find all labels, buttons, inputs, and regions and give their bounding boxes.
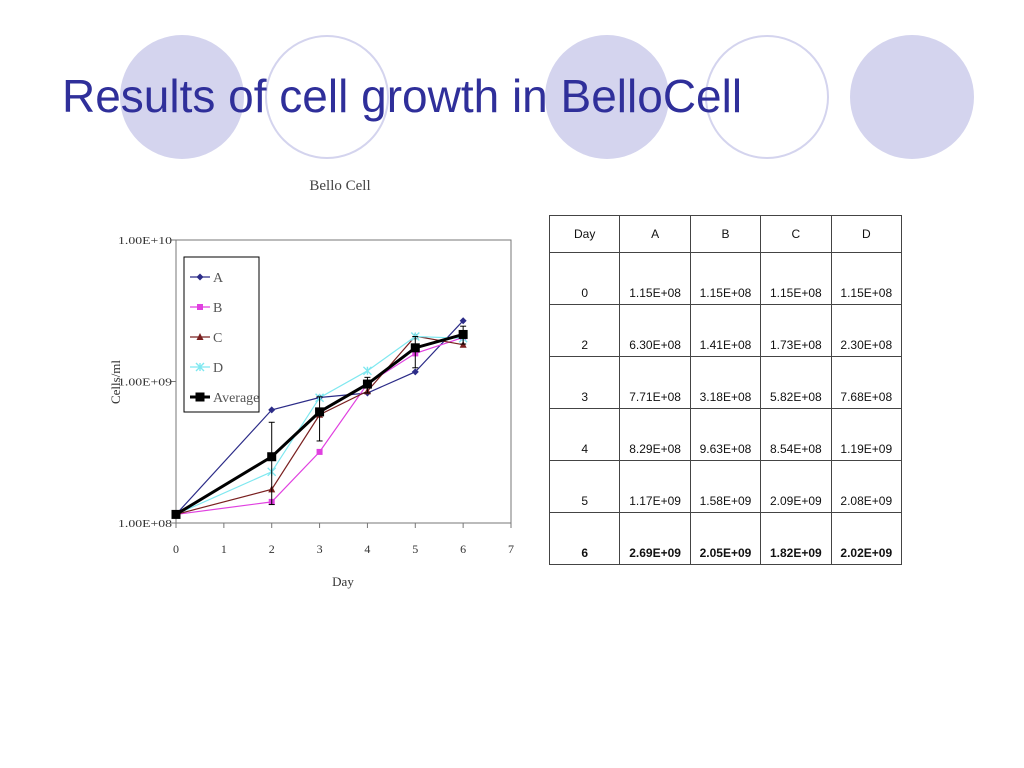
table-row: 6 2.69E+09 2.05E+09 1.82E+09 2.02E+09 — [548, 512, 903, 565]
table-cell: 6.30E+08 — [619, 304, 691, 357]
decor-circle-2 — [265, 35, 389, 159]
x-tick-label: 5 — [412, 542, 418, 556]
data-point-b — [316, 448, 323, 455]
y-axis-label: Cells/ml — [108, 360, 123, 404]
x-tick-label: 3 — [317, 542, 323, 556]
decor-circle-5 — [850, 35, 974, 159]
series-line-d — [175, 335, 464, 515]
table-header-cell: Day — [548, 215, 621, 253]
data-point-average — [458, 329, 468, 339]
table-row: 0 1.15E+08 1.15E+08 1.15E+08 1.15E+08 — [548, 252, 903, 305]
table-cell: 1.15E+08 — [619, 252, 691, 305]
table-cell: 2.02E+09 — [830, 512, 903, 565]
series-average — [171, 325, 468, 519]
table-cell: 2.09E+09 — [760, 460, 832, 513]
series-line-b — [175, 336, 464, 516]
growth-chart: Bello Cell 0 1 2 3 4 5 6 7 1.00E+08 1.00E+09 1.00E… — [108, 178, 514, 589]
data-point-a — [268, 406, 276, 414]
table-cell: 1.58E+09 — [689, 460, 762, 513]
table-cell: 3 — [548, 356, 621, 409]
y-tick-label: 1.00E+09 — [118, 377, 173, 389]
table-cell: 1.19E+09 — [830, 408, 903, 461]
table-cell: 0 — [548, 252, 621, 305]
table-cell: 2.30E+08 — [830, 304, 903, 357]
table-cell: 1.15E+08 — [689, 252, 762, 305]
table-cell: 6 — [548, 512, 621, 565]
table-cell: 5.82E+08 — [760, 356, 832, 409]
table-cell: 7.71E+08 — [619, 356, 691, 409]
table-header-cell: C — [760, 215, 832, 253]
legend-box — [183, 256, 260, 413]
legend-label: B — [213, 301, 222, 316]
data-point-average — [171, 509, 181, 519]
x-tick-label: 1 — [221, 542, 227, 556]
table-cell: 1.41E+08 — [689, 304, 762, 357]
series-layer — [171, 317, 468, 519]
table-cell: 1.17E+09 — [619, 460, 691, 513]
series-line-c — [175, 335, 464, 515]
legend-marker-average — [195, 392, 205, 402]
series-line-a — [175, 320, 464, 515]
legend-marker-a — [196, 273, 204, 281]
table-cell: 2.69E+09 — [619, 512, 691, 565]
y-tick-label: 1.00E+10 — [118, 235, 173, 247]
legend-marker-b — [197, 304, 203, 310]
x-tick-label: 4 — [364, 542, 370, 556]
legend-label: Average — [213, 391, 259, 406]
chart-axes: 0 1 2 3 4 5 6 7 1.00E+08 1.00E+09 1.00E+10 — [118, 235, 514, 556]
chart-title: Bello Cell — [309, 178, 370, 194]
table-cell: 1.82E+09 — [760, 512, 832, 565]
decor-circle-3 — [545, 35, 669, 159]
data-point-average — [315, 407, 325, 417]
data-point-a — [411, 368, 419, 376]
legend-marker-d — [195, 362, 205, 372]
data-point-average — [410, 343, 420, 353]
table-cell: 1.15E+08 — [830, 252, 903, 305]
data-point-a — [459, 317, 467, 325]
x-tick-label: 7 — [508, 542, 514, 556]
legend-marker-c — [196, 333, 204, 340]
data-point-d — [362, 366, 372, 376]
table-cell: 5 — [548, 460, 621, 513]
x-axis-label: Day — [332, 574, 354, 589]
legend-label: A — [213, 271, 224, 286]
x-tick-label: 6 — [460, 542, 466, 556]
data-point-average — [267, 452, 277, 462]
table-cell: 3.18E+08 — [689, 356, 762, 409]
data-table: Day A B C D 0 1.15E+08 1.15E+08 1.15E+08 1.15E+0… — [548, 215, 903, 565]
table-cell: 9.63E+08 — [689, 408, 762, 461]
table-cell: 2 — [548, 304, 621, 357]
table-header-row: Day A B C D — [548, 215, 903, 253]
decor-circle-4 — [705, 35, 829, 159]
table-header-cell: D — [830, 215, 903, 253]
x-tick-label: 2 — [269, 542, 275, 556]
series-line-average — [175, 333, 464, 516]
table-body: 0 1.15E+08 1.15E+08 1.15E+08 1.15E+08 2 6.30E+… — [548, 252, 903, 565]
table-cell: 1.15E+08 — [760, 252, 832, 305]
decor-circle-1 — [120, 35, 244, 159]
table-cell: 4 — [548, 408, 621, 461]
legend-label: C — [213, 331, 222, 346]
table-row: 2 6.30E+08 1.41E+08 1.73E+08 2.30E+08 — [548, 304, 903, 357]
x-tick-label: 0 — [173, 542, 179, 556]
data-point-average — [362, 379, 372, 389]
table-cell: 7.68E+08 — [830, 356, 903, 409]
table-header-cell: A — [619, 215, 691, 253]
table-header-cell: B — [689, 215, 762, 253]
table-cell: 2.08E+09 — [830, 460, 903, 513]
table-cell: 2.05E+09 — [689, 512, 762, 565]
table-row: 4 8.29E+08 9.63E+08 8.54E+08 1.19E+09 — [548, 408, 903, 461]
y-tick-label: 1.00E+08 — [118, 518, 173, 530]
slide-title: Results of cell growth in BelloCell — [62, 70, 743, 122]
table-row: 3 7.71E+08 3.18E+08 5.82E+08 7.68E+08 — [548, 356, 903, 409]
table-row: 5 1.17E+09 1.58E+09 2.09E+09 2.08E+09 — [548, 460, 903, 513]
table-cell: 1.73E+08 — [760, 304, 832, 357]
legend-label: D — [213, 361, 223, 376]
table-cell: 8.54E+08 — [760, 408, 832, 461]
table-cell: 8.29E+08 — [619, 408, 691, 461]
